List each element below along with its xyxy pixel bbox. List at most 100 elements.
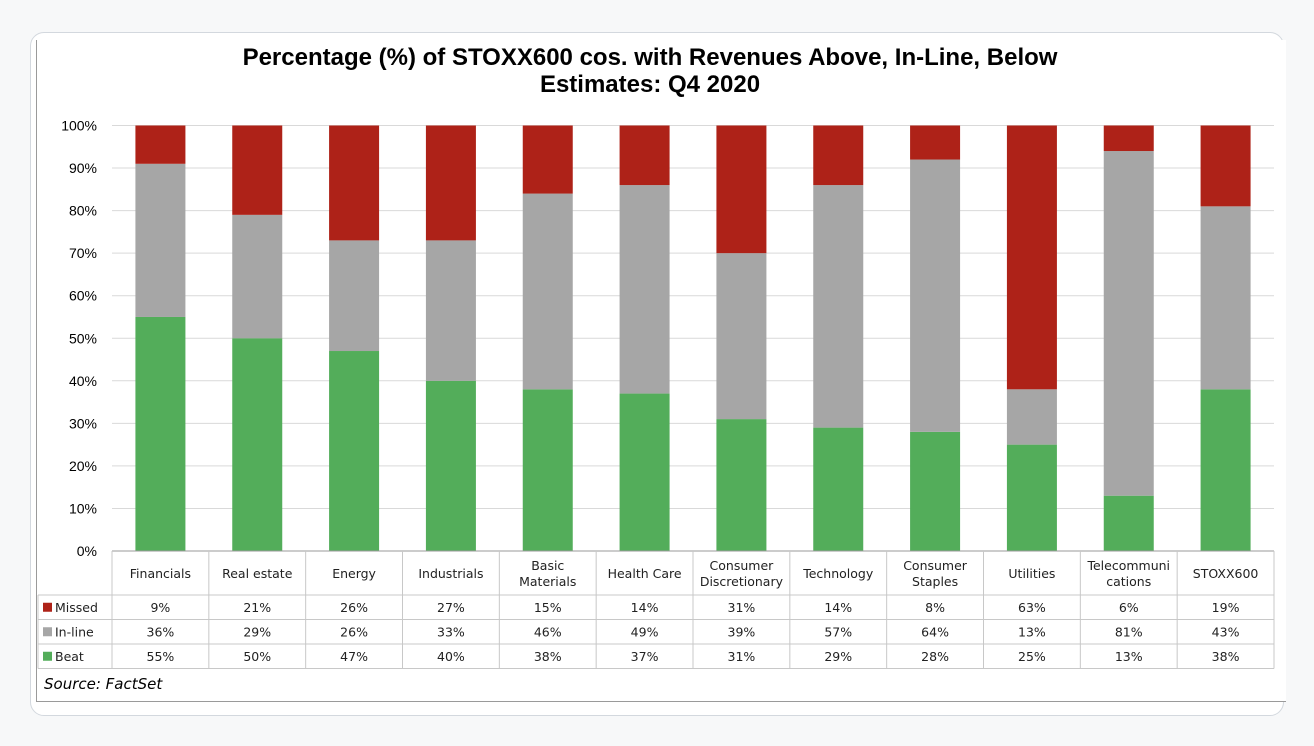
data-label: 43% xyxy=(1212,624,1240,639)
bar-missed xyxy=(716,125,767,254)
bar-inline xyxy=(1103,151,1154,496)
bar-inline xyxy=(135,163,186,317)
bar-inline xyxy=(716,253,767,420)
category-label: Real estate xyxy=(222,566,293,581)
y-tick-label: 70% xyxy=(69,245,97,261)
data-label: 81% xyxy=(1115,624,1143,639)
bar-inline xyxy=(522,193,573,390)
data-label: 28% xyxy=(921,649,949,664)
bar-inline xyxy=(329,240,380,352)
data-label: 6% xyxy=(1119,600,1139,615)
chart-title: Percentage (%) of STOXX600 cos. with Rev… xyxy=(150,44,1150,98)
bar-beat xyxy=(135,316,186,551)
bar-beat xyxy=(910,431,961,551)
category-label: Basic xyxy=(531,558,564,573)
data-label: 26% xyxy=(340,600,368,615)
bar-missed xyxy=(425,125,476,241)
legend-key-missed xyxy=(43,602,52,612)
y-tick-label: 100% xyxy=(61,118,97,134)
data-label: 49% xyxy=(631,624,659,639)
category-label: Consumer xyxy=(710,558,775,573)
category-label: Energy xyxy=(332,566,376,581)
chart-title-line2: Estimates: Q4 2020 xyxy=(539,71,761,98)
data-label: 40% xyxy=(437,649,465,664)
data-label: 19% xyxy=(1212,600,1240,615)
category-label: Staples xyxy=(912,574,958,589)
data-label: 15% xyxy=(534,600,562,615)
bar-inline xyxy=(619,185,670,394)
source-note: Source: FactSet xyxy=(44,675,163,693)
y-tick-label: 90% xyxy=(69,160,97,176)
data-label: 14% xyxy=(824,600,852,615)
bar-inline xyxy=(425,240,476,381)
data-label: 38% xyxy=(1212,649,1240,664)
bar-inline xyxy=(232,214,283,339)
data-label: 29% xyxy=(824,649,852,664)
bar-missed xyxy=(1006,125,1057,390)
legend-label: In-line xyxy=(55,624,94,639)
bar-beat xyxy=(1006,444,1057,551)
y-tick-label: 50% xyxy=(69,330,97,346)
category-label: Telecommuni xyxy=(1086,558,1170,573)
data-label: 64% xyxy=(921,624,949,639)
bar-beat xyxy=(716,419,767,551)
data-label: 31% xyxy=(728,600,756,615)
data-label: 13% xyxy=(1115,649,1143,664)
y-tick-label: 80% xyxy=(69,203,97,219)
category-label: cations xyxy=(1106,574,1151,589)
bar-missed xyxy=(232,125,283,215)
category-label: Health Care xyxy=(608,566,682,581)
bar-missed xyxy=(1103,125,1154,152)
category-label: Materials xyxy=(519,574,576,589)
data-label: 39% xyxy=(728,624,756,639)
bar-inline xyxy=(1200,206,1251,390)
category-label: Technology xyxy=(802,566,874,581)
category-label: Financials xyxy=(130,566,191,581)
data-label: 14% xyxy=(631,600,659,615)
y-tick-label: 40% xyxy=(69,373,97,389)
data-label: 13% xyxy=(1018,624,1046,639)
bar-missed xyxy=(1200,125,1251,207)
legend-key-inline xyxy=(43,627,52,637)
category-label: Industrials xyxy=(418,566,483,581)
bar-beat xyxy=(232,338,283,551)
bar-missed xyxy=(910,125,961,160)
legend-key-beat xyxy=(43,651,52,661)
data-label: 8% xyxy=(925,600,945,615)
data-label: 46% xyxy=(534,624,562,639)
y-tick-label: 60% xyxy=(69,288,97,304)
data-label: 33% xyxy=(437,624,465,639)
data-label: 37% xyxy=(631,649,659,664)
y-tick-label: 20% xyxy=(69,458,97,474)
data-label: 55% xyxy=(147,649,175,664)
data-label: 63% xyxy=(1018,600,1046,615)
y-tick-label: 30% xyxy=(69,415,97,431)
y-tick-label: 10% xyxy=(69,500,97,516)
data-label: 27% xyxy=(437,600,465,615)
bar-beat xyxy=(1200,389,1251,551)
bar-beat xyxy=(425,380,476,551)
data-label: 21% xyxy=(243,600,271,615)
bar-missed xyxy=(135,125,186,164)
bar-beat xyxy=(813,427,864,551)
data-label: 47% xyxy=(340,649,368,664)
data-label: 29% xyxy=(243,624,271,639)
data-label: 31% xyxy=(728,649,756,664)
data-label: 50% xyxy=(243,649,271,664)
bar-inline xyxy=(910,159,961,432)
chart-title-line1: Percentage (%) of STOXX600 cos. with Rev… xyxy=(242,44,1058,71)
category-label: Consumer xyxy=(903,558,968,573)
bar-missed xyxy=(522,125,573,194)
bar-beat xyxy=(329,351,380,551)
bar-beat xyxy=(1103,495,1154,551)
bar-inline xyxy=(1006,389,1057,445)
category-label: STOXX600 xyxy=(1193,566,1259,581)
data-label: 38% xyxy=(534,649,562,664)
bar-beat xyxy=(522,389,573,551)
data-label: 36% xyxy=(147,624,175,639)
bar-missed xyxy=(813,125,864,186)
y-tick-label: 0% xyxy=(77,543,97,559)
data-label: 57% xyxy=(824,624,852,639)
bar-beat xyxy=(619,393,670,551)
